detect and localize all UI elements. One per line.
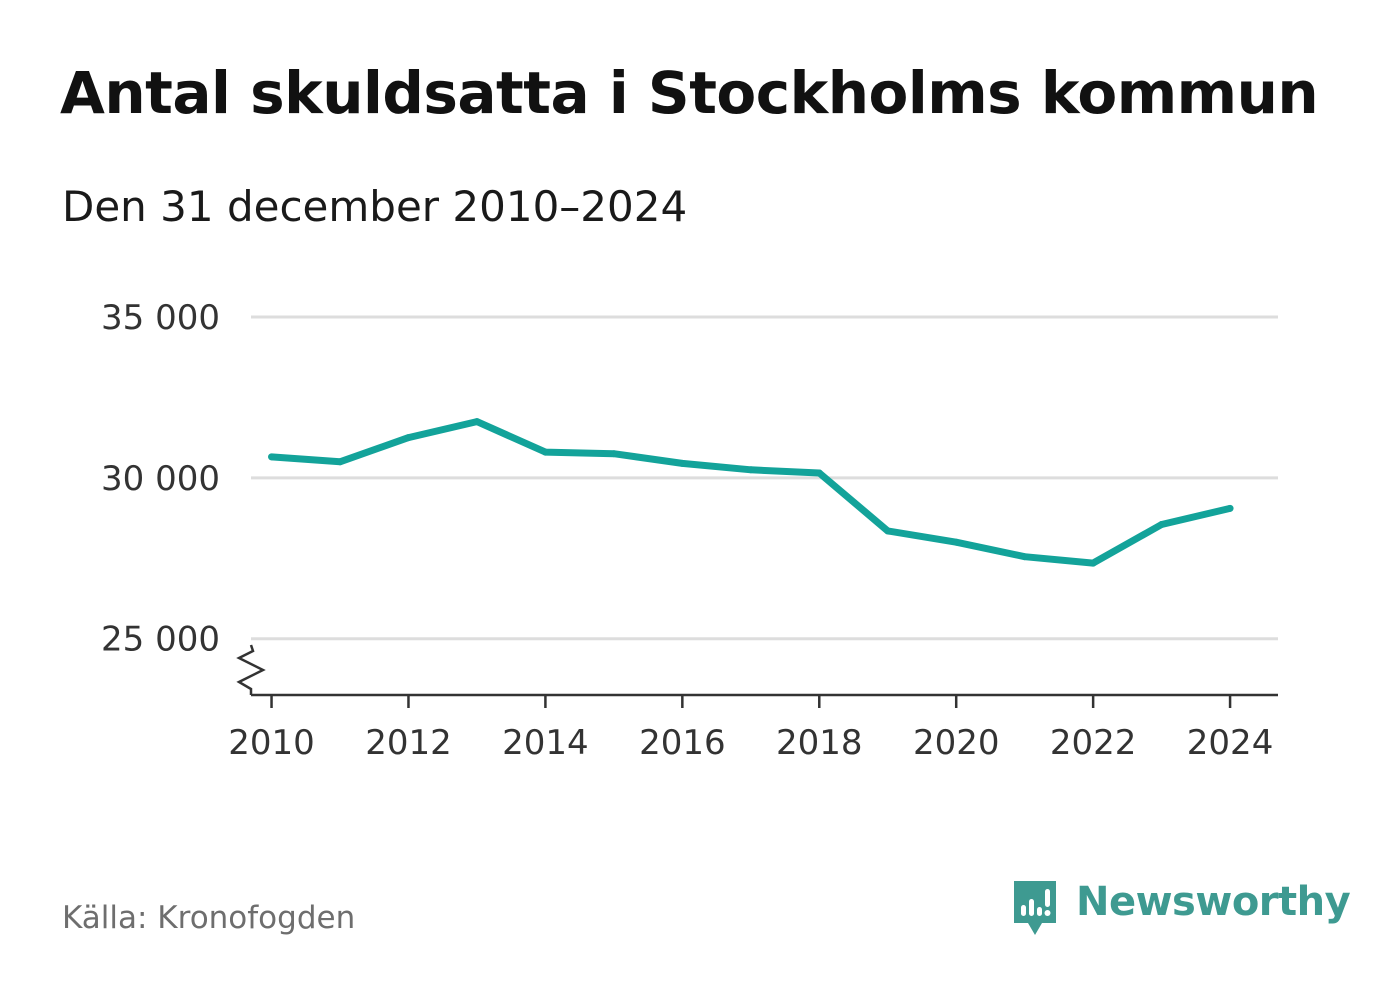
x-tick-label: 2018: [776, 723, 863, 763]
data-point-2019: [884, 527, 892, 535]
x-tick-label: 2020: [913, 723, 1000, 763]
data-point-2012: [405, 434, 412, 442]
series-line-0: [271, 418, 1231, 567]
data-point-2021: [1021, 553, 1029, 561]
series-layer: [268, 418, 1234, 567]
newsworthy-logo-icon: [1014, 881, 1056, 935]
x-tick-label: 2010: [228, 723, 315, 763]
data-point-2023: [1158, 521, 1166, 528]
y-tick-label: 35 000: [101, 298, 220, 338]
y-axis-labels: 25 000 30 000 35 000: [101, 298, 220, 660]
axis-break-icon: [236, 644, 266, 695]
data-point-2020: [952, 538, 960, 546]
x-tick-label: 2014: [502, 723, 589, 763]
data-point-2010: [268, 453, 275, 461]
data-point-2013: [473, 418, 481, 426]
source-note: Källa: Kronofogden: [62, 900, 356, 936]
x-axis-labels: 2010 2012 2014 2016 2018 2020 2022 2024: [228, 723, 1273, 763]
data-point-2016: [678, 459, 686, 467]
newsworthy-logo: Newsworthy: [1010, 877, 1351, 941]
data-point-2024: [1226, 504, 1234, 512]
data-point-2014: [541, 448, 549, 456]
data-point-2011: [336, 458, 344, 466]
y-tick-label: 25 000: [101, 620, 220, 660]
x-axis: [236, 644, 1278, 708]
x-tick-label: 2016: [639, 723, 726, 763]
data-point-2022: [1089, 559, 1097, 567]
y-tick-label: 30 000: [101, 459, 220, 499]
data-point-2017: [747, 466, 755, 474]
data-point-2018: [815, 469, 823, 477]
gridlines: [251, 315, 1278, 641]
chart-subtitle: Den 31 december 2010–2024: [62, 182, 688, 231]
chart-title: Antal skuldsatta i Stockholms kommun: [60, 59, 1319, 127]
x-tick-label: 2022: [1050, 723, 1137, 763]
x-tick-label: 2012: [365, 723, 452, 763]
brand-name: Newsworthy: [1076, 879, 1351, 925]
data-point-2015: [610, 450, 618, 458]
x-tick-label: 2024: [1187, 723, 1274, 763]
